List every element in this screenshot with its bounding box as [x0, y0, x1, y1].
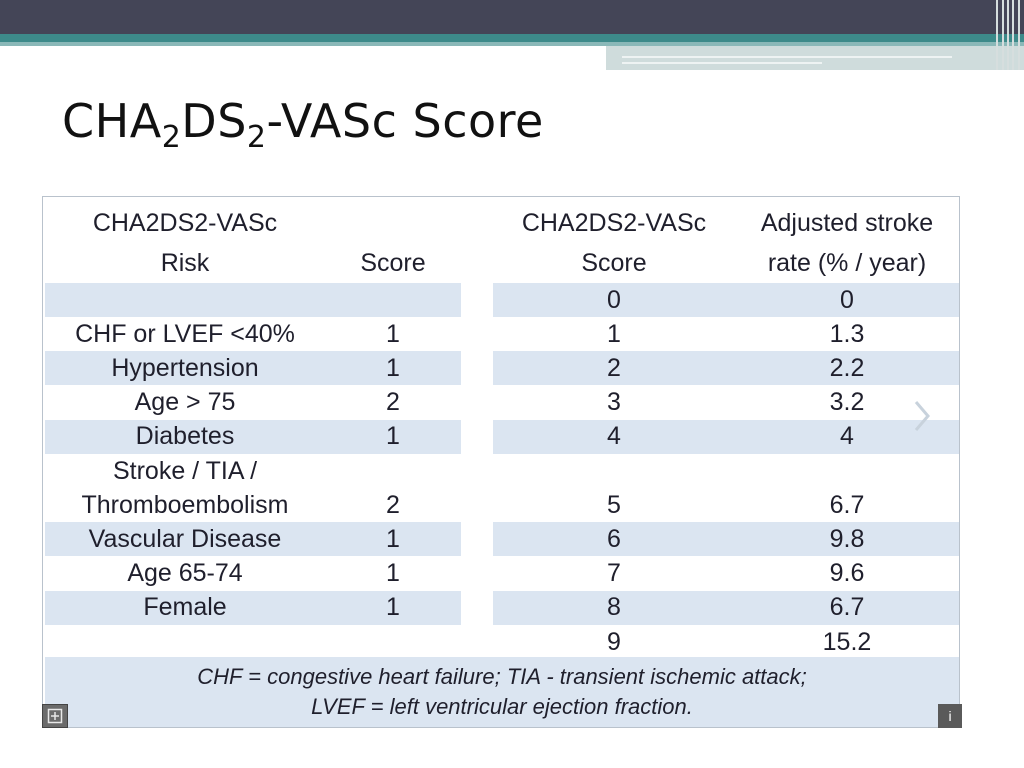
risk-table-row: Hypertension 1 — [45, 351, 461, 386]
rate-table-score-cell: 8 — [607, 593, 621, 622]
risk-table-row: Vascular Disease 1 — [45, 522, 461, 557]
rate-table-rate-cell: 4 — [840, 422, 854, 451]
risk-table-risk-cell: Stroke / TIA / — [112, 456, 258, 485]
risk-table-row — [45, 283, 461, 317]
footnote: CHF = congestive heart failure; TIA - tr… — [45, 657, 959, 727]
header-bar — [0, 0, 1024, 34]
risk-table-row: Age 65-74 1 — [45, 557, 461, 591]
footnote-line-2: LVEF = left ventricular ejection fractio… — [311, 694, 693, 719]
rate-table-rate-cell: 15.2 — [822, 627, 872, 656]
risk-header: CHA2DS2-VASc Risk — [92, 209, 278, 277]
risk-table-score-cell: 1 — [386, 593, 400, 622]
expand-icon[interactable] — [42, 704, 68, 728]
info-icon: i — [948, 708, 952, 724]
stroke-rate-header: Adjusted stroke rate (% / year) — [760, 209, 934, 277]
rate-table-score-cell: 7 — [607, 559, 621, 588]
risk-factor-table: CHA2DS2-VASc Risk Score CHF or LVEF <40%… — [45, 197, 461, 657]
rate-table-score-cell: 0 — [607, 285, 621, 314]
rate-table-row: 5 6.7 — [493, 488, 959, 522]
rate-table-row: 1 1.3 — [493, 317, 959, 351]
risk-table-risk-cell: Female — [143, 593, 227, 622]
risk-table-row: Diabetes 1 — [45, 419, 461, 454]
chevron-right-icon[interactable] — [910, 396, 934, 436]
rate-table-score-cell: 1 — [607, 319, 621, 348]
rate-table-rate-cell: 0 — [840, 285, 854, 314]
rate-table-row: 3 3.2 — [493, 386, 959, 420]
rate-table-score-cell: 2 — [607, 353, 621, 382]
risk-table-row: Thromboembolism 2 — [45, 488, 461, 522]
rate-table-rate-cell: 9.6 — [829, 559, 865, 588]
stroke-rate-table: CHA2DS2-VASc Score Adjusted stroke rate … — [493, 197, 959, 657]
info-button[interactable]: i — [938, 704, 962, 728]
risk-table-score-cell: 1 — [386, 353, 400, 382]
rate-table-rate-cell: 6.7 — [829, 593, 865, 622]
risk-table-score-cell: 2 — [386, 388, 400, 417]
risk-table-risk-cell: CHF or LVEF <40% — [75, 319, 295, 348]
score-table-panel: CHA2DS2-VASc Risk Score CHF or LVEF <40%… — [42, 196, 960, 728]
rate-table-row: 8 6.7 — [493, 590, 959, 625]
rate-table-rate-cell: 9.8 — [829, 524, 865, 553]
rate-table-row: 2 2.2 — [493, 351, 959, 386]
risk-table-score-cell: 2 — [386, 490, 400, 519]
rate-table-score-cell: 4 — [607, 422, 621, 451]
rate-table-rate-cell: 3.2 — [829, 388, 865, 417]
slide-title: CHA2DS2-VASc Score — [62, 94, 544, 155]
rate-table-score-cell: 3 — [607, 388, 621, 417]
risk-table-risk-cell: Thromboembolism — [81, 490, 289, 519]
footnote-line-1: CHF = congestive heart failure; TIA - tr… — [197, 664, 807, 689]
header-stripes — [994, 0, 1024, 70]
rate-table-score-cell: 9 — [607, 627, 621, 656]
cha2ds2-score-header: CHA2DS2-VASc Score — [521, 209, 707, 277]
risk-table-score-cell: 1 — [386, 422, 400, 451]
rate-table-rate-cell: 2.2 — [829, 353, 865, 382]
rate-table-row: 7 9.6 — [493, 557, 959, 591]
header-accent-bar — [0, 34, 1024, 42]
header-grey-line — [622, 56, 952, 58]
header-accent-bar-light — [0, 42, 1024, 46]
risk-table-risk-cell: Diabetes — [135, 422, 235, 451]
risk-table-risk-cell: Vascular Disease — [88, 524, 282, 553]
risk-table-row: Stroke / TIA / — [45, 454, 461, 488]
risk-table-score-cell: 1 — [386, 559, 400, 588]
rate-table-rate-cell: 1.3 — [829, 319, 865, 348]
risk-table-score-cell: 1 — [386, 319, 400, 348]
rate-table-score-cell: 5 — [607, 490, 621, 519]
rate-table-row: 9 15.2 — [493, 625, 959, 659]
risk-table-row: Age > 75 2 — [45, 386, 461, 420]
rate-table-row — [493, 454, 959, 488]
risk-table-score-cell: 1 — [386, 524, 400, 553]
score-header: Score — [360, 249, 426, 277]
risk-table-row — [45, 625, 461, 659]
risk-table-header: CHA2DS2-VASc Risk Score — [45, 203, 461, 285]
rate-table-score-cell: 6 — [607, 524, 621, 553]
risk-table-row: CHF or LVEF <40% 1 — [45, 317, 461, 351]
risk-table-row: Female 1 — [45, 590, 461, 625]
risk-table-risk-cell: Age 65-74 — [127, 559, 243, 588]
risk-table-risk-cell: Hypertension — [111, 353, 259, 382]
header-grey-line-short — [622, 62, 822, 64]
rate-table-row: 6 9.8 — [493, 522, 959, 557]
header-notch — [0, 46, 606, 58]
risk-table-risk-cell: Age > 75 — [134, 388, 236, 417]
header-grey-band — [606, 46, 1024, 70]
rate-table-header: CHA2DS2-VASc Score Adjusted stroke rate … — [493, 203, 959, 285]
rate-table-rate-cell: 6.7 — [829, 490, 865, 519]
